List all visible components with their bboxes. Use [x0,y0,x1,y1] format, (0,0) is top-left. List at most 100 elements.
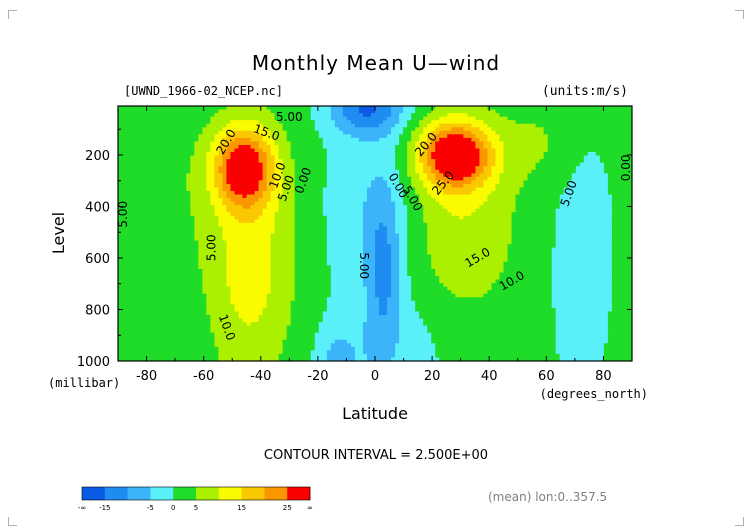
contour-field-cell [459,233,464,238]
contour-field-cell [451,229,456,235]
contour-field-cell [563,123,569,128]
contour-field-cell [334,222,340,228]
contour-field-cell [539,222,545,228]
contour-field-cell [146,187,151,192]
contour-field-cell [130,191,135,196]
contour-field-cell [298,198,304,203]
contour-field-cell [587,226,593,231]
contour-field-cell [391,109,396,114]
contour-field-cell [166,120,171,125]
contour-field-cell [194,159,199,164]
contour-field-cell [467,215,472,220]
contour-field-cell [403,240,408,245]
contour-field-cell [134,191,139,196]
contour-field-cell [322,219,328,224]
contour-field-cell [166,194,171,199]
contour-field-cell [362,208,368,213]
contour-field-cell [150,148,155,153]
contour-field-cell [274,183,280,189]
contour-field-cell [595,152,601,157]
contour-field-cell [431,137,436,143]
contour-field-cell [350,116,356,121]
contour-field-cell [419,215,424,220]
contour-field-cell [599,205,605,210]
contour-field-cell [499,127,505,132]
contour-field-cell [242,155,248,160]
contour-field-cell [519,169,525,174]
contour-field-cell [503,137,509,143]
contour-field-cell [627,127,632,132]
contour-field-cell [523,127,529,132]
contour-field-cell [571,198,577,203]
contour-field-cell [222,173,228,178]
contour-field-cell [499,205,505,210]
contour-field-cell [182,144,187,150]
contour-field-cell [346,148,352,153]
contour-field-cell [358,120,364,125]
contour-field-cell [206,191,211,196]
contour-field-cell [539,183,545,189]
contour-field-cell [611,148,617,153]
contour-field-cell [126,240,131,245]
contour-field-cell [551,116,557,121]
contour-field-cell [411,162,416,167]
contour-field-cell [230,191,236,196]
contour-field-cell [475,106,481,111]
contour-field-cell [218,127,224,132]
contour-field-cell [623,212,629,217]
contour-field-cell [567,109,573,114]
contour-field-cell [503,183,509,189]
contour-field-cell [623,176,629,181]
contour-field-cell [459,226,464,231]
contour-field-cell [455,187,460,192]
contour-field-cell [555,137,561,143]
contour-field-cell [487,137,493,143]
contour-field-cell [366,159,372,164]
contour-field-cell [455,212,460,217]
contour-field-cell [202,106,207,111]
contour-field-cell [383,205,388,210]
contour-field-cell [242,127,248,132]
contour-field-cell [150,166,155,171]
contour-field-cell [507,169,513,174]
contour-field-cell [206,198,211,203]
contour-field-cell [607,155,613,160]
contour-field-cell [334,191,340,196]
contour-field-cell [415,127,420,132]
contour-field-cell [282,144,288,150]
contour-field-cell [146,148,151,153]
contour-field-cell [579,130,585,135]
contour-field-cell [354,120,360,125]
contour-field-cell [451,113,456,118]
contour-field-cell [226,237,232,242]
contour-field-cell [174,113,179,118]
contour-field-cell [294,180,300,185]
contour-field-cell [499,141,505,146]
contour-field-cell [362,222,368,228]
contour-field-cell [595,144,601,150]
contour-field-cell [170,130,175,135]
contour-field-cell [431,148,436,153]
contour-field-cell [387,194,392,199]
contour-field-cell [326,123,332,128]
contour-field-cell [399,106,404,111]
contour-field-cell [250,162,256,167]
contour-field-cell [266,191,272,196]
contour-field-cell [122,187,127,192]
contour-field-cell [266,159,272,164]
contour-field-cell [258,134,264,139]
contour-field-cell [298,159,304,164]
contour-field-cell [511,173,517,178]
contour-field-cell [362,187,368,192]
contour-field-cell [427,123,432,128]
contour-field-cell [346,237,352,242]
contour-field-cell [258,226,264,231]
contour-field-cell [290,183,296,189]
contour-field-cell [511,159,517,164]
contour-field-cell [294,159,300,164]
contour-field-cell [415,208,420,213]
contour-field-cell [294,113,300,118]
contour-field-cell [366,180,372,185]
contour-field-cell [399,113,404,118]
contour-field-cell [282,106,288,111]
